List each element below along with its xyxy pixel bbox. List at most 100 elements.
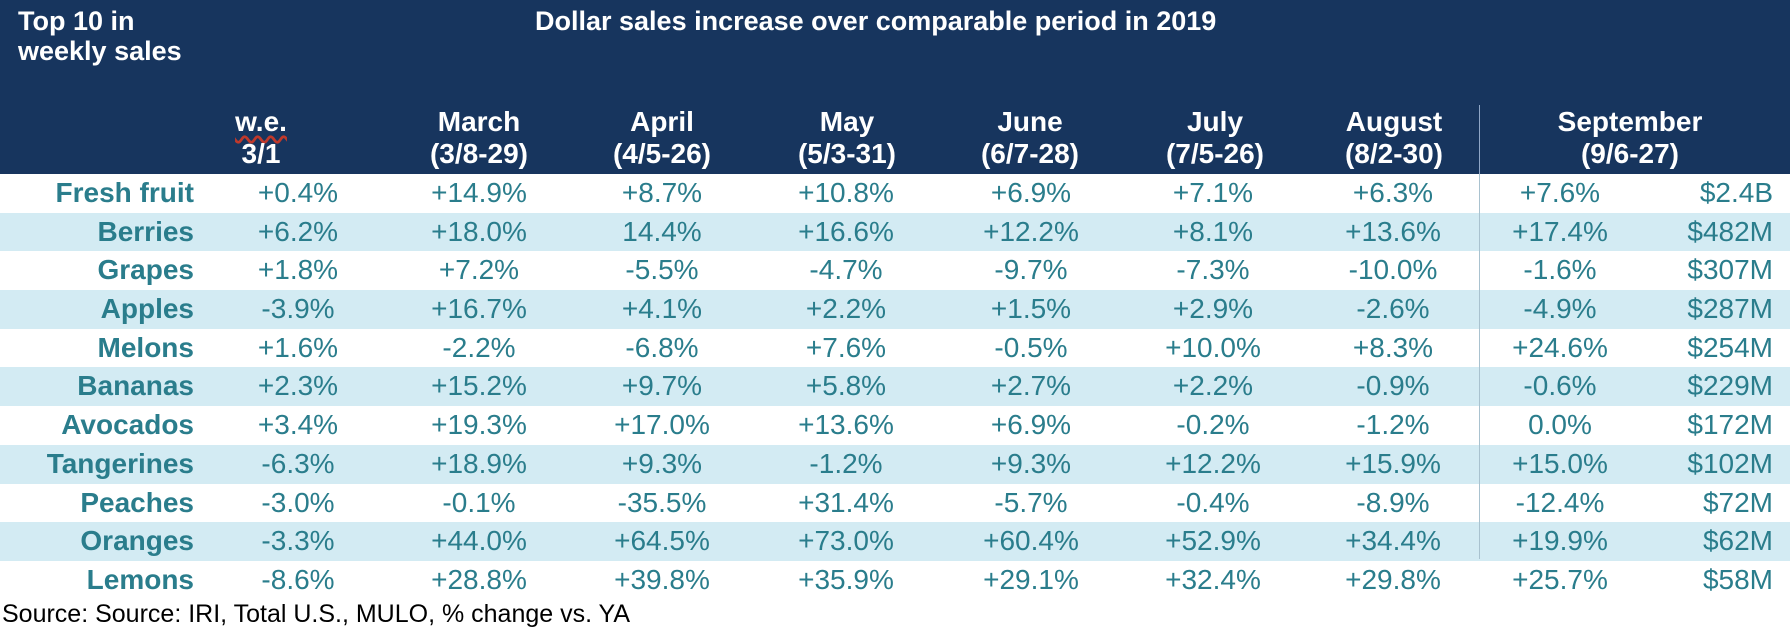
column-header-line2: (5/3-31) <box>797 138 897 169</box>
table-body: Fresh fruit +0.4% +14.9% +8.7% +10.8% +6.9% +7… <box>0 174 1790 600</box>
table-cell: -8.9% <box>1356 486 1430 518</box>
table-cell: +17.4% <box>1512 215 1608 247</box>
table-cell: +29.8% <box>1345 563 1441 595</box>
table-cell: -8.6% <box>261 563 335 595</box>
table-cell: +8.7% <box>621 177 703 208</box>
column-header-line2: (6/7-28) <box>980 138 1080 169</box>
table-cell: +12.2% <box>983 215 1079 247</box>
table-row: Apples -3.9% +16.7% +4.1% +2.2% +1.5% +2.9% -2.… <box>0 290 1790 329</box>
table-cell: +2.3% <box>257 370 339 402</box>
table-cell: -0.6% <box>1523 370 1597 402</box>
table-cell: +28.8% <box>431 563 527 595</box>
table-cell: -0.5% <box>994 331 1068 363</box>
table-row: Avocados +3.4% +19.3% +17.0% +13.6% +6.9% -0.2… <box>0 406 1790 445</box>
table-cell: +9.3% <box>621 447 703 479</box>
table-cell: +39.8% <box>614 563 710 595</box>
table-cell: +73.0% <box>798 525 894 557</box>
table-cell: +1.6% <box>257 331 339 363</box>
table-cell: -0.9% <box>1356 370 1430 402</box>
table-cell: -3.9% <box>261 293 335 325</box>
column-header-september: September (9/6-27) <box>1535 106 1725 170</box>
table-cell: -10.0% <box>1348 254 1438 286</box>
table-cell: +2.9% <box>1172 293 1254 325</box>
table-cell: -7.3% <box>1176 254 1250 286</box>
row-label: Oranges <box>80 525 194 557</box>
table-cell: -3.3% <box>261 525 335 557</box>
table-cell: +7.6% <box>805 331 887 363</box>
table-cell: -1.2% <box>809 447 883 479</box>
table-cell: +60.4% <box>983 525 1079 557</box>
row-total: $2.4B <box>1699 177 1773 208</box>
table-cell: +4.1% <box>621 293 703 325</box>
column-header-april: April (4/5-26) <box>567 106 757 170</box>
table-cell: +10.0% <box>1165 331 1261 363</box>
table-cell: +13.6% <box>798 409 894 441</box>
table-row: Bananas +2.3% +15.2% +9.7% +5.8% +2.7% +2.2% -0… <box>0 367 1790 407</box>
table-cell: +6.2% <box>257 215 339 247</box>
column-header-august: August (8/2-30) <box>1299 106 1489 170</box>
row-total: $58M <box>1702 563 1773 595</box>
table-row: Melons +1.6% -2.2% -6.8% +7.6% -0.5% +10.0% +8.… <box>0 329 1790 368</box>
row-label: Lemons <box>86 563 194 595</box>
column-header-line2: (7/5-26) <box>1165 138 1265 169</box>
table-cell: -3.0% <box>261 486 335 518</box>
table-cell: +14.9% <box>431 177 527 208</box>
table-cell: +29.1% <box>983 563 1079 595</box>
table-cell: +7.1% <box>1172 177 1254 208</box>
table-header: Top 10 in weekly sales Dollar sales incr… <box>0 0 1790 174</box>
table-cell: -4.9% <box>1523 293 1597 325</box>
source-note: Source: Source: IRI, Total U.S., MULO, %… <box>2 600 631 628</box>
table-cell: +6.3% <box>1352 177 1434 208</box>
table-cell: -2.6% <box>1356 293 1430 325</box>
table-cell: -1.6% <box>1523 254 1597 286</box>
table-row: Lemons -8.6% +28.8% +39.8% +35.9% +29.1% +32.4… <box>0 561 1790 600</box>
table-cell: +18.9% <box>431 447 527 479</box>
table-cell: +35.9% <box>798 563 894 595</box>
row-total: $229M <box>1687 370 1773 402</box>
table-row: Oranges -3.3% +44.0% +64.5% +73.0% +60.4% +52.… <box>0 522 1790 561</box>
table-cell: +0.4% <box>257 177 339 208</box>
row-total: $172M <box>1687 409 1773 441</box>
table-cell: +3.4% <box>257 409 339 441</box>
row-label: Peaches <box>80 486 194 518</box>
row-total: $102M <box>1687 447 1773 479</box>
row-total: $72M <box>1702 486 1773 518</box>
table-corner-title: Top 10 in weekly sales <box>18 6 182 66</box>
row-label: Tangerines <box>46 447 194 479</box>
table-cell: +15.2% <box>431 370 527 402</box>
table-cell: +32.4% <box>1165 563 1261 595</box>
column-header-july: July (7/5-26) <box>1120 106 1310 170</box>
body-divider <box>1479 174 1480 559</box>
table-row: Fresh fruit +0.4% +14.9% +8.7% +10.8% +6.9% +7… <box>0 174 1790 213</box>
table-cell: 0.0% <box>1528 409 1592 441</box>
column-header-line1: August <box>1345 106 1443 137</box>
table-cell: +2.2% <box>1172 370 1254 402</box>
table-cell: -4.7% <box>809 254 883 286</box>
table-cell: +2.2% <box>805 293 887 325</box>
row-label: Melons <box>97 331 194 363</box>
table-cell: +64.5% <box>614 525 710 557</box>
table-cell: -0.2% <box>1176 409 1250 441</box>
table-cell: +52.9% <box>1165 525 1261 557</box>
column-header-line1: May <box>819 106 875 137</box>
table-cell: +6.9% <box>990 177 1072 208</box>
table-cell: +8.1% <box>1172 215 1254 247</box>
row-label: Apples <box>100 293 194 325</box>
column-header-may: May (5/3-31) <box>752 106 942 170</box>
table-cell: +7.2% <box>438 254 520 286</box>
table-cell: +10.8% <box>798 177 894 208</box>
table-cell: -5.7% <box>994 486 1068 518</box>
table-row: Grapes +1.8% +7.2% -5.5% -4.7% -9.7% -7.3% -10.… <box>0 251 1790 290</box>
table-cell: 14.4% <box>622 215 702 247</box>
table-cell: -0.1% <box>442 486 516 518</box>
column-header-line1: w.e. <box>235 106 287 137</box>
row-label: Berries <box>97 215 194 247</box>
table-cell: -1.2% <box>1356 409 1430 441</box>
table-cell: +12.2% <box>1165 447 1261 479</box>
table-cell: +15.9% <box>1345 447 1441 479</box>
table-cell: +17.0% <box>614 409 710 441</box>
row-label: Bananas <box>77 370 194 402</box>
table-cell: +7.6% <box>1519 177 1601 208</box>
table-cell: -2.2% <box>442 331 516 363</box>
